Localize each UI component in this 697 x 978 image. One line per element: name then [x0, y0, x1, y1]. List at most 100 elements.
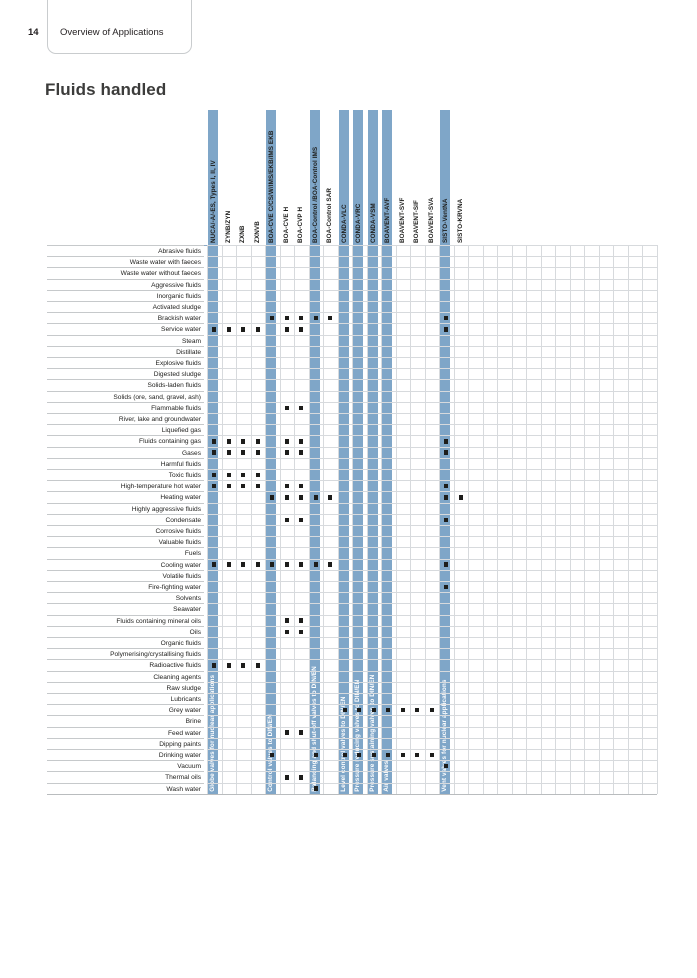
column-header: BOAVENT-SVF — [398, 197, 406, 243]
compatibility-marker — [241, 472, 246, 478]
row-label: Organic fluids — [47, 637, 204, 648]
table-row — [207, 323, 657, 334]
row-label: Service water — [47, 323, 204, 334]
compatibility-marker — [284, 439, 289, 444]
grid-line — [613, 245, 614, 794]
table-row — [207, 256, 657, 267]
header-chapter-label: Overview of Applications — [60, 27, 164, 38]
row-label: Explosive fluids — [47, 357, 204, 368]
column-header: BOA-CVP H — [297, 206, 304, 243]
grid-line — [555, 245, 556, 794]
header-chapter-box — [47, 0, 192, 54]
compatibility-marker — [270, 316, 275, 321]
compatibility-marker — [284, 618, 289, 623]
compatibility-marker — [444, 327, 449, 332]
table-row — [207, 749, 657, 760]
row-label: Valuable fluids — [47, 536, 204, 547]
row-label: Inorganic fluids — [47, 289, 204, 301]
row-label: Grey water — [47, 704, 204, 715]
compatibility-marker — [241, 327, 246, 332]
table-row — [207, 513, 657, 525]
row-label: Digested sludge — [47, 368, 204, 379]
compatibility-marker — [284, 450, 289, 455]
column-group-band — [353, 110, 364, 794]
compatibility-marker — [415, 708, 420, 713]
grid-line — [265, 245, 266, 794]
compatibility-marker — [270, 562, 275, 567]
column-group-band — [266, 110, 277, 794]
row-label: Harmful fluids — [47, 457, 204, 469]
column-header: CONDA-VLC — [340, 204, 348, 243]
row-label: Volatile fluids — [47, 569, 204, 581]
row-label: Condensate — [47, 513, 204, 525]
row-label: Aggressive fluids — [47, 278, 204, 290]
compatibility-marker — [342, 708, 347, 713]
grid-line — [308, 245, 310, 794]
row-label: Highly aggressive fluids — [47, 502, 204, 514]
compatibility-marker — [299, 618, 304, 623]
compatibility-marker — [284, 517, 289, 522]
row-label: Distillate — [47, 345, 204, 357]
row-label: Wash water — [47, 782, 204, 794]
table-row — [207, 379, 657, 390]
compatibility-marker — [313, 752, 318, 758]
compatibility-marker — [444, 495, 449, 500]
compatibility-marker — [444, 584, 449, 590]
row-label: Corrosive fluids — [47, 525, 204, 536]
compatibility-marker — [284, 484, 289, 489]
row-label: Fire-fighting water — [47, 581, 204, 592]
column-header: CONDA-VSM — [369, 203, 377, 243]
page-header: 14 Overview of Applications — [0, 0, 697, 62]
compatibility-marker — [357, 752, 362, 758]
row-label: Solvents — [47, 592, 204, 603]
row-label: Polymerising/crystallising fluids — [47, 648, 204, 659]
compatibility-marker — [226, 562, 231, 567]
grid-line — [294, 245, 295, 794]
row-label: High-temperature hot water — [47, 480, 204, 491]
table-row — [207, 603, 657, 614]
grid-line — [250, 245, 252, 794]
table-row — [207, 726, 657, 738]
compatibility-marker — [328, 562, 333, 567]
table-row — [207, 581, 657, 592]
compatibility-marker — [444, 484, 449, 489]
table-row — [207, 245, 657, 256]
compatibility-marker — [226, 450, 231, 455]
row-label: Steam — [47, 334, 204, 346]
column-header: BOAVENT-SIF — [413, 200, 420, 243]
column-header: CONDA-VRC — [355, 203, 362, 243]
compatibility-marker — [284, 495, 289, 500]
table-row — [207, 480, 657, 491]
row-label: Cooling water — [47, 558, 204, 570]
compatibility-marker — [255, 450, 260, 455]
compatibility-marker — [299, 316, 304, 321]
row-label: Fluids containing mineral oils — [47, 614, 204, 626]
grid-line — [482, 245, 484, 794]
table-row — [207, 289, 657, 301]
compatibility-marker — [226, 439, 231, 444]
table-row — [207, 525, 657, 536]
column-header: BOA-Control SAR — [326, 187, 333, 243]
grid-line — [627, 245, 629, 794]
row-label: Thermal oils — [47, 771, 204, 782]
grid-line — [395, 245, 397, 794]
row-label: Radioactive fluids — [47, 659, 204, 670]
compatibility-marker — [226, 472, 231, 478]
column-header: ZXNVB — [253, 221, 261, 243]
grid-line — [337, 245, 339, 794]
column-header: SISTO-KRVNA — [456, 198, 464, 243]
column-header: SISTO-VentNA — [442, 198, 449, 243]
page-title: Fluids handled — [45, 80, 167, 99]
compatibility-marker — [342, 752, 347, 758]
table-row — [207, 569, 657, 581]
compatibility-marker — [241, 450, 246, 455]
table-row — [207, 446, 657, 458]
table-row — [207, 457, 657, 469]
row-label: Brine — [47, 715, 204, 726]
table-row — [207, 648, 657, 659]
column-header: ZYNB/ZYN — [224, 210, 232, 243]
grid-line — [642, 245, 643, 794]
grid-line — [366, 245, 368, 794]
compatibility-marker — [241, 439, 246, 444]
row-label: Vacuum — [47, 760, 204, 771]
